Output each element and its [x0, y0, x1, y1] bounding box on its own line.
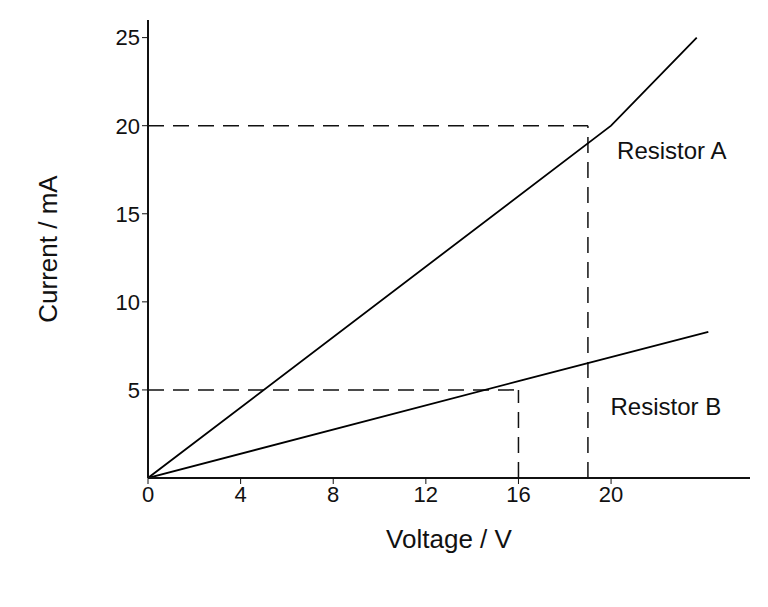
svg-text:Resistor B: Resistor B: [610, 393, 721, 420]
svg-text:10: 10: [116, 290, 140, 315]
svg-text:4: 4: [234, 482, 246, 507]
svg-text:Voltage / V: Voltage / V: [386, 524, 512, 554]
svg-text:5: 5: [128, 378, 140, 403]
svg-text:20: 20: [599, 482, 623, 507]
svg-text:20: 20: [116, 114, 140, 139]
svg-text:12: 12: [414, 482, 438, 507]
svg-text:15: 15: [116, 202, 140, 227]
svg-text:25: 25: [116, 25, 140, 50]
svg-text:Resistor A: Resistor A: [617, 137, 726, 164]
svg-text:Current / mA: Current / mA: [33, 175, 63, 323]
svg-text:16: 16: [506, 482, 530, 507]
svg-text:8: 8: [327, 482, 339, 507]
svg-text:0: 0: [142, 482, 154, 507]
